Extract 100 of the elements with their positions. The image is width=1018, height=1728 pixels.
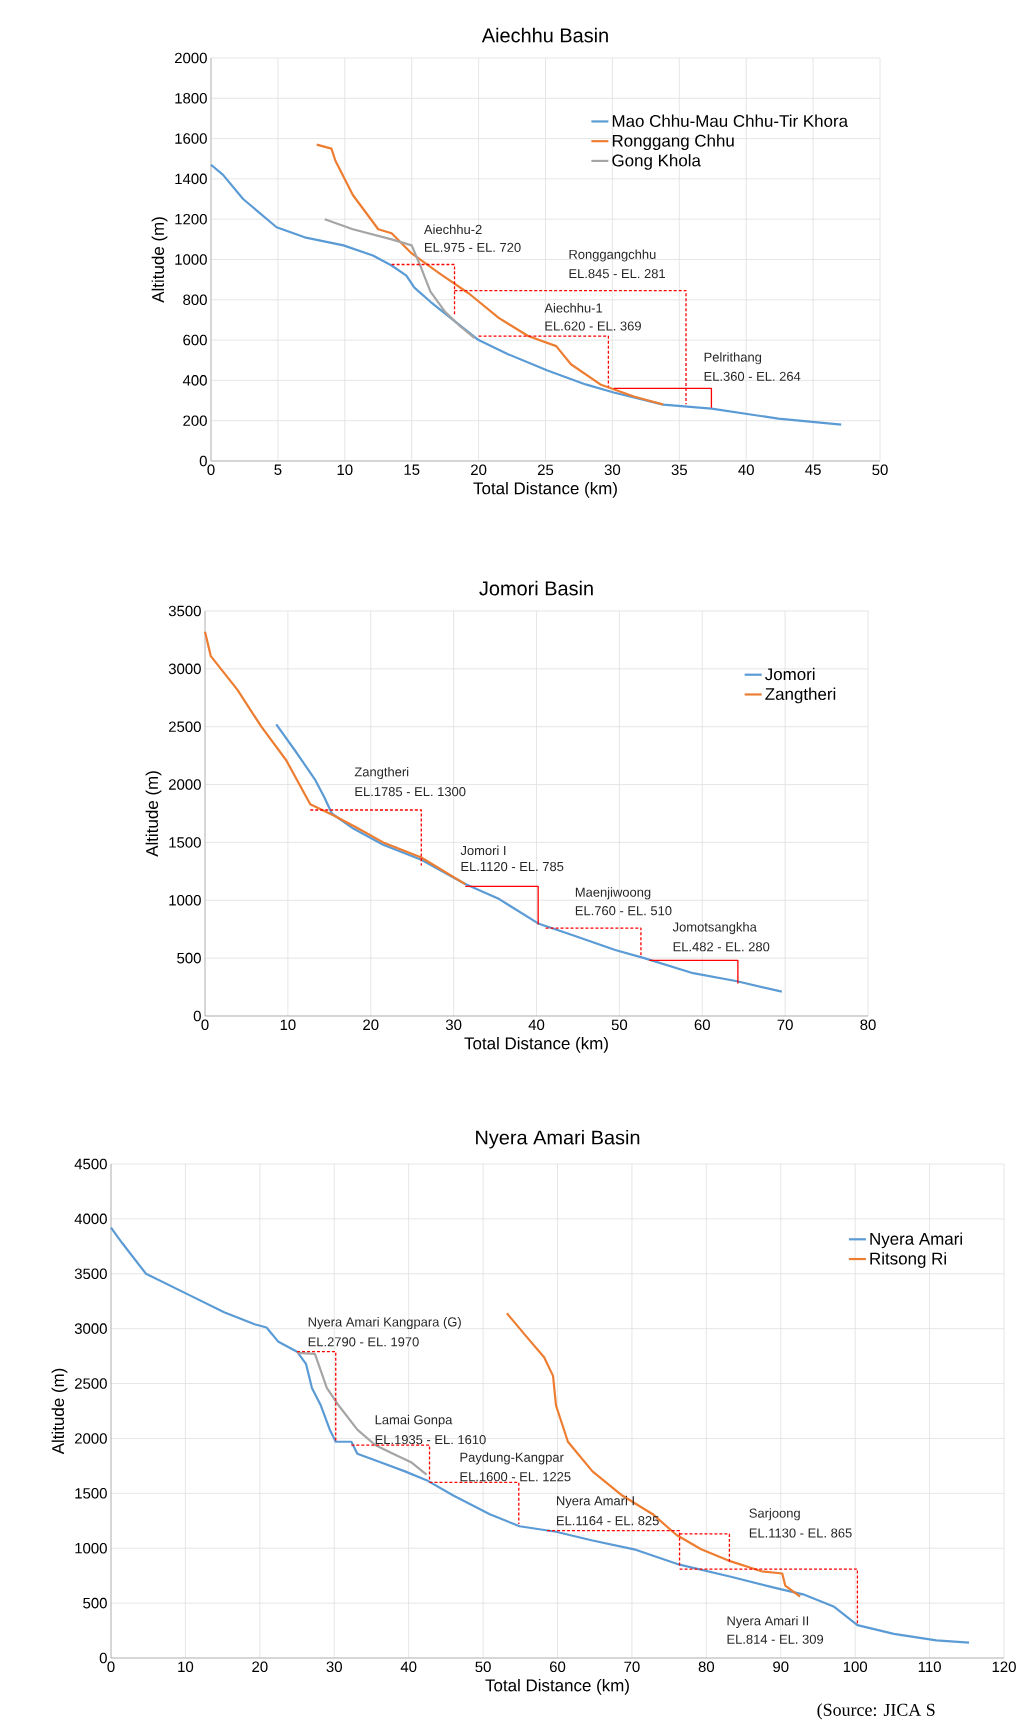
annotation: Pelrithang bbox=[704, 352, 762, 365]
annotation: Aiechhu-1 bbox=[544, 303, 603, 313]
annotation: Nyera Amari I bbox=[556, 1495, 634, 1508]
y-tick-label: 500 bbox=[83, 1597, 107, 1609]
x-tick-label: 30 bbox=[326, 1661, 342, 1673]
annotation: EL.1785 - EL. 1300 bbox=[355, 787, 466, 797]
annotation: EL.1164 - EL. 825 bbox=[556, 1516, 659, 1526]
x-tick-label: 40 bbox=[528, 1019, 545, 1031]
annotation: EL.1130 - EL. 865 bbox=[749, 1528, 852, 1538]
annotation: EL.360 - EL. 264 bbox=[704, 371, 801, 381]
x-tick-label: 35 bbox=[671, 464, 687, 476]
x-tick-label: 50 bbox=[611, 1019, 628, 1031]
annotation: Nyera Amari Kangpara (G) bbox=[308, 1317, 461, 1330]
x-tick-label: 60 bbox=[694, 1019, 710, 1031]
annotation: Nyera Amari II bbox=[727, 1615, 809, 1628]
x-tick-label: 120 bbox=[992, 1661, 1016, 1673]
legend-label: Nyera Amari bbox=[870, 1232, 962, 1249]
y-tick-label: 1000 bbox=[75, 1542, 107, 1554]
text: (Source: JICA S bbox=[817, 1703, 935, 1720]
y-tick-label: 4000 bbox=[74, 1213, 107, 1225]
x-tick-label: 70 bbox=[777, 1019, 793, 1031]
y-tick-label: 1500 bbox=[75, 1488, 107, 1499]
annotation: EL.760 - EL. 510 bbox=[575, 906, 672, 916]
y-tick-label: 1400 bbox=[175, 173, 207, 185]
x-axis-title: Total Distance (km) bbox=[485, 1678, 629, 1695]
y-tick-label: 1800 bbox=[175, 92, 207, 104]
x-tick-label: 10 bbox=[178, 1661, 194, 1673]
x-tick-label: 60 bbox=[549, 1661, 566, 1673]
y-tick-label: 2500 bbox=[168, 721, 201, 732]
y-tick-label: 200 bbox=[183, 415, 207, 426]
x-tick-label: 40 bbox=[738, 464, 754, 476]
x-tick-label: 20 bbox=[252, 1661, 268, 1673]
y-axis-title: Altitude (m) bbox=[151, 217, 168, 303]
annotation: EL.845 - EL. 281 bbox=[569, 269, 666, 279]
y-tick-label: 3500 bbox=[168, 605, 201, 617]
y-tick-label: 2500 bbox=[74, 1378, 107, 1389]
y-tick-label: 600 bbox=[183, 334, 207, 346]
x-axis-title: Total Distance (km) bbox=[464, 1036, 608, 1053]
y-tick-label: 2000 bbox=[74, 1433, 107, 1444]
y-axis-title: Altitude (m) bbox=[51, 1368, 68, 1455]
y-tick-label: 1200 bbox=[175, 213, 207, 225]
x-tick-label: 110 bbox=[918, 1661, 941, 1673]
x-tick-label: 50 bbox=[475, 1661, 491, 1673]
x-tick-label: 10 bbox=[337, 464, 353, 476]
y-tick-label: 1000 bbox=[169, 894, 201, 906]
x-tick-label: 0 bbox=[107, 1661, 115, 1673]
legend-label: Ronggang Chhu bbox=[612, 134, 734, 151]
annotation: Maenjiwoong bbox=[575, 887, 651, 900]
x-tick-label: 20 bbox=[363, 1019, 379, 1031]
x-tick-label: 10 bbox=[280, 1019, 296, 1031]
x-tick-label: 100 bbox=[843, 1661, 868, 1673]
x-axis-title: Total Distance (km) bbox=[473, 481, 617, 498]
chart-title: Jomori Basin bbox=[479, 580, 593, 596]
annotation: Jomotsangkha bbox=[672, 922, 757, 935]
y-tick-label: 3500 bbox=[74, 1268, 107, 1280]
y-tick-label: 0 bbox=[99, 1652, 107, 1664]
y-tick-label: 500 bbox=[177, 952, 201, 964]
x-tick-label: 5 bbox=[274, 464, 282, 475]
x-tick-label: 45 bbox=[805, 464, 821, 475]
y-tick-label: 0 bbox=[193, 1010, 201, 1022]
annotation: Ronggangchhu bbox=[569, 249, 656, 262]
legend-label: Jomori bbox=[765, 667, 815, 681]
annotation: EL.482 - EL. 280 bbox=[673, 942, 770, 952]
annotation: EL.620 - EL. 369 bbox=[545, 321, 641, 331]
y-tick-label: 3000 bbox=[74, 1323, 107, 1334]
y-tick-label: 400 bbox=[182, 375, 207, 386]
y-tick-label: 1600 bbox=[175, 133, 207, 144]
y-tick-label: 4500 bbox=[74, 1158, 107, 1170]
legend-label: Ritsong Ri bbox=[870, 1252, 946, 1268]
annotation: EL.1120 - EL. 785 bbox=[461, 861, 564, 872]
annotation: Zangtheri bbox=[354, 766, 409, 780]
x-tick-label: 25 bbox=[537, 464, 554, 476]
y-tick-label: 1500 bbox=[169, 837, 201, 848]
annotation: Lamai Gonpa bbox=[375, 1414, 453, 1427]
x-tick-label: 40 bbox=[400, 1661, 417, 1673]
y-axis-title: Altitude (m) bbox=[145, 771, 162, 857]
x-tick-label: 30 bbox=[445, 1019, 462, 1031]
x-tick-label: 30 bbox=[604, 464, 621, 476]
x-tick-label: 50 bbox=[872, 464, 888, 476]
annotation: Jomori I bbox=[460, 845, 506, 856]
annotation: EL.814 - EL. 309 bbox=[727, 1634, 824, 1644]
annotation: EL.2790 - EL. 1970 bbox=[308, 1337, 419, 1347]
legend-label: Gong Khola bbox=[612, 154, 701, 170]
legend-label: Zangtheri bbox=[765, 687, 836, 704]
y-tick-label: 2000 bbox=[174, 52, 207, 64]
chart-title: Aiechhu Basin bbox=[481, 27, 608, 43]
annotation: Aiechhu-2 bbox=[423, 224, 482, 235]
annotation: Sarjoong bbox=[749, 1508, 800, 1521]
chart-title: Nyera Amari Basin bbox=[476, 1129, 640, 1149]
legend-label: Mao Chhu-Mau Chhu-Tir Khora bbox=[612, 114, 849, 127]
y-tick-label: 3000 bbox=[168, 663, 201, 675]
x-tick-label: 15 bbox=[404, 464, 420, 475]
y-tick-label: 800 bbox=[183, 294, 207, 306]
x-tick-label: 80 bbox=[698, 1661, 715, 1673]
x-tick-label: 0 bbox=[207, 464, 215, 476]
x-tick-label: 20 bbox=[471, 464, 487, 476]
x-tick-label: 80 bbox=[860, 1019, 876, 1031]
annotation: EL.975 - EL. 720 bbox=[425, 242, 521, 252]
annotation: EL.1600 - EL. 1225 bbox=[460, 1472, 571, 1482]
y-tick-label: 1000 bbox=[175, 254, 207, 265]
